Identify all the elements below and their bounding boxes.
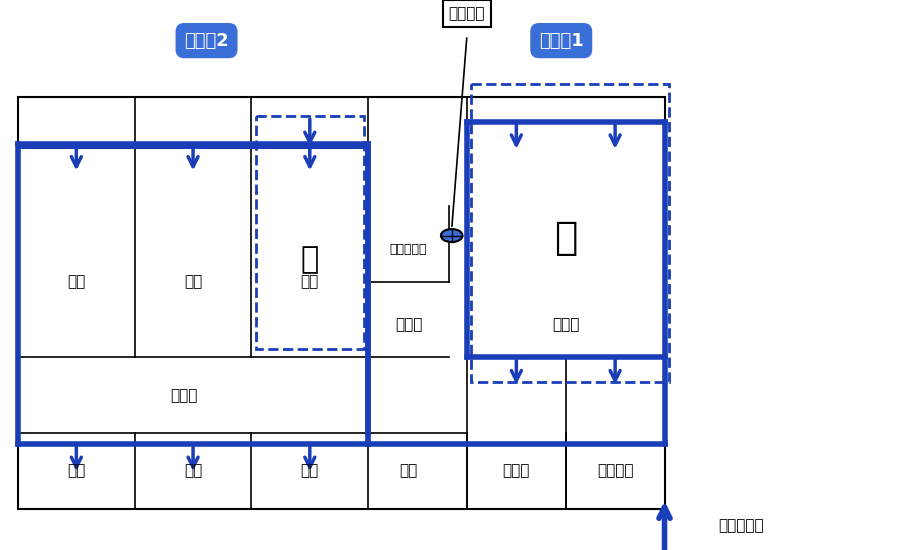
Text: キッチン: キッチン xyxy=(597,464,633,478)
Text: 浴室・洗面: 浴室・洗面 xyxy=(390,243,427,256)
Text: 玄関: 玄関 xyxy=(400,464,418,478)
Bar xyxy=(471,84,669,382)
Text: 個室: 個室 xyxy=(184,464,202,478)
Text: 🔥: 🔥 xyxy=(554,219,577,257)
Text: 個室: 個室 xyxy=(184,274,202,289)
Circle shape xyxy=(441,229,462,242)
Text: 個室: 個室 xyxy=(67,274,85,289)
Bar xyxy=(256,117,364,349)
Text: 共用室: 共用室 xyxy=(552,317,579,332)
Text: 個室: 個室 xyxy=(301,274,319,289)
Text: 廊　下: 廊 下 xyxy=(171,388,198,403)
Text: 🔥: 🔥 xyxy=(301,245,319,274)
Text: 給水栓等: 給水栓等 xyxy=(449,6,485,21)
Text: ケース2: ケース2 xyxy=(184,31,229,50)
Text: トイレ: トイレ xyxy=(395,317,422,332)
Text: 配水管から: 配水管から xyxy=(718,518,764,533)
Bar xyxy=(18,97,665,509)
Text: ケース1: ケース1 xyxy=(539,31,584,50)
Text: 個室: 個室 xyxy=(301,464,319,478)
Text: 事務室: 事務室 xyxy=(503,464,530,478)
Text: 個室: 個室 xyxy=(67,464,85,478)
